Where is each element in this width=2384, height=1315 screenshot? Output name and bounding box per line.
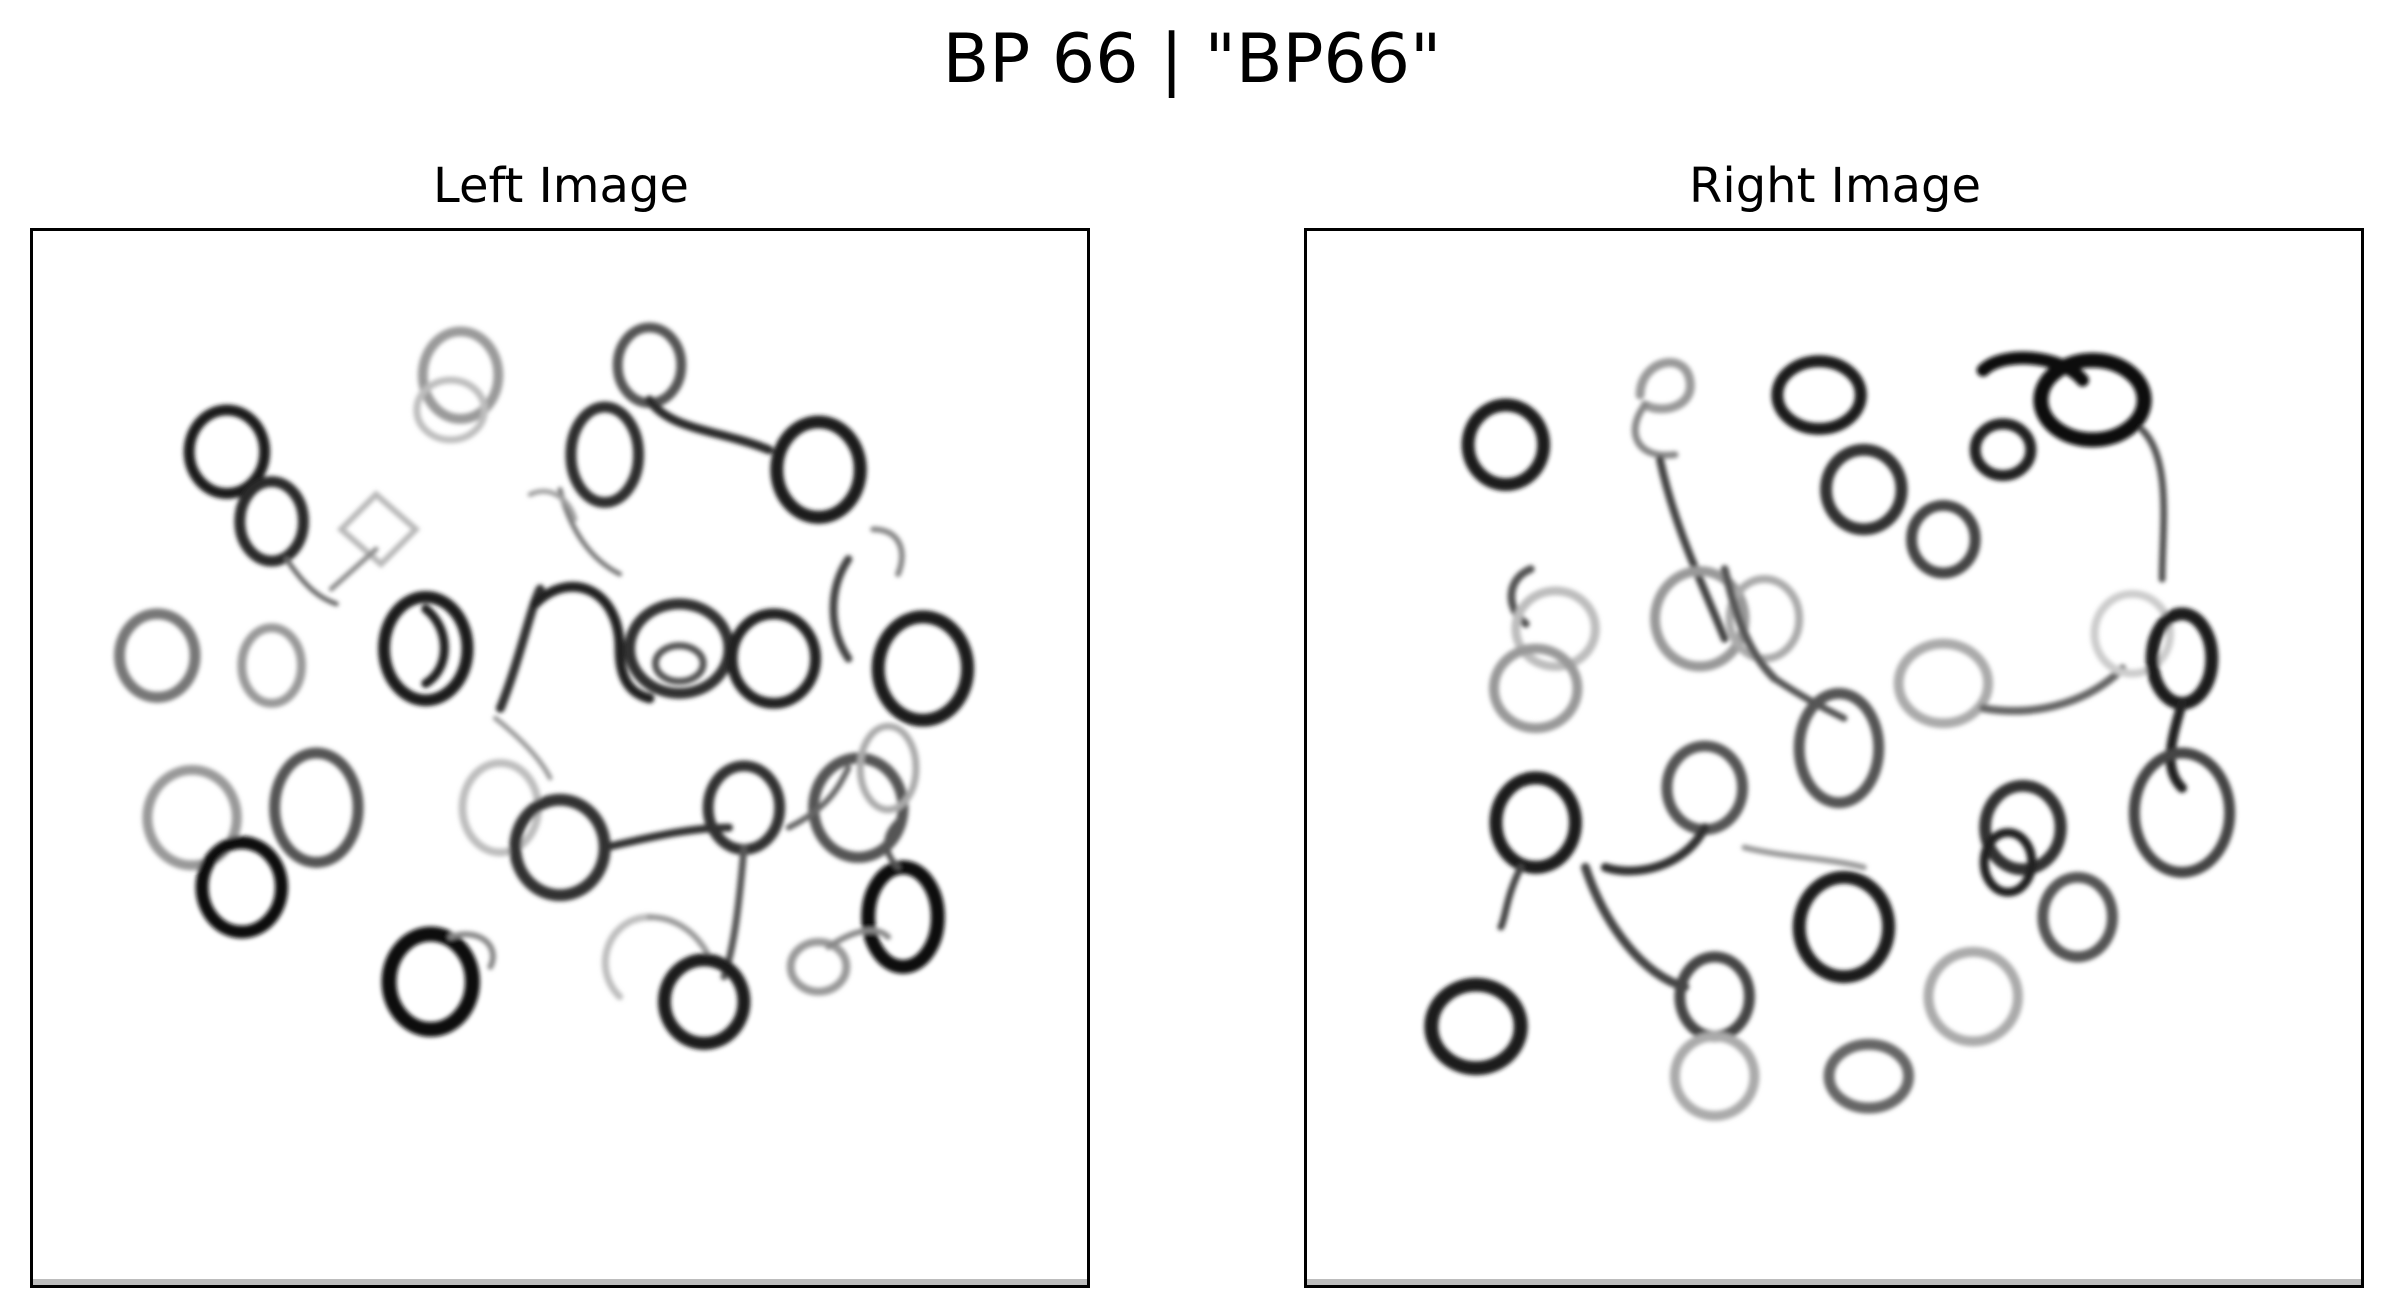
- left-image-panel: [30, 228, 1090, 1288]
- right-image-drawing: [1424, 351, 2236, 1121]
- right-panel-bottom-edge: [1307, 1279, 2361, 1285]
- left-panel-title: Left Image: [433, 158, 689, 214]
- left-panel-bottom-edge: [33, 1279, 1087, 1285]
- figure-title: BP 66 | "BP66": [942, 20, 1442, 99]
- right-panel-title: Right Image: [1689, 158, 1981, 214]
- left-image-drawing: [114, 322, 975, 1050]
- right-image-panel: [1304, 228, 2364, 1288]
